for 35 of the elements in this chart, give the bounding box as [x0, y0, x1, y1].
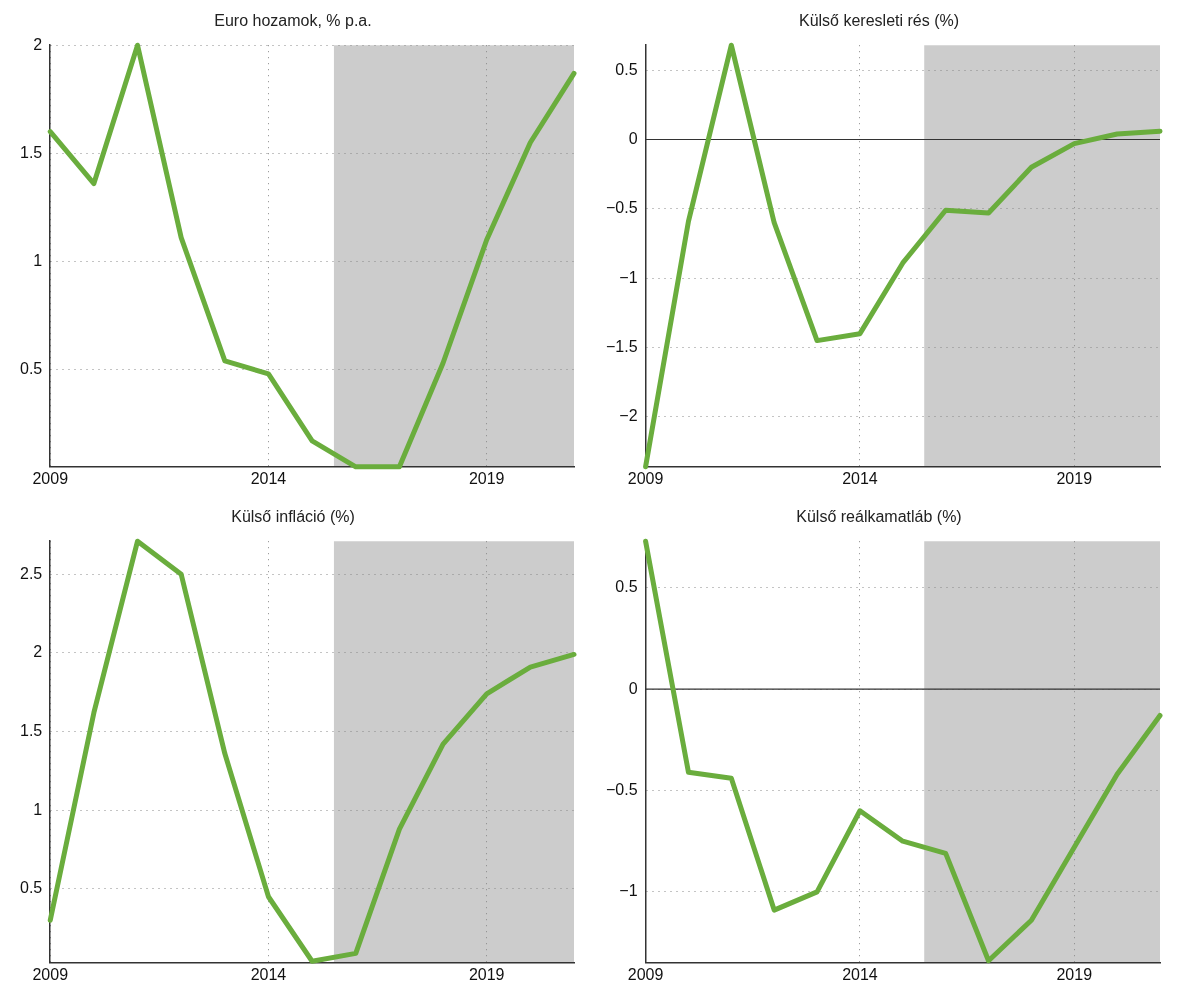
x-tick-label: 2019 — [468, 965, 505, 983]
x-tick-label: 2014 — [250, 469, 287, 487]
y-tick-label: 1 — [33, 251, 43, 269]
chart-title: Külső reálkamatláb (%) — [796, 508, 962, 526]
y-tick-label: 0.5 — [19, 359, 43, 377]
y-tick-label: −0.5 — [605, 199, 638, 217]
chart-title: Külső infláció (%) — [231, 508, 355, 526]
y-tick-label: 2 — [33, 35, 43, 53]
x-tick-label: 2014 — [250, 965, 287, 983]
y-tick-label: 2 — [33, 643, 43, 661]
y-tick-label: 1.5 — [19, 721, 43, 739]
y-tick-label: 0.5 — [615, 578, 638, 596]
y-tick-label: −1.5 — [605, 337, 638, 355]
x-tick-label: 2014 — [842, 965, 878, 983]
y-tick-label: −1 — [619, 268, 638, 286]
x-tick-label: 2009 — [627, 965, 664, 983]
y-tick-label: 0 — [628, 679, 638, 697]
x-tick-label: 2009 — [32, 469, 69, 487]
y-tick-label: 0.5 — [19, 879, 43, 897]
y-tick-label: 2.5 — [19, 564, 43, 582]
x-tick-label: 2019 — [468, 469, 505, 487]
x-tick-label: 2019 — [1056, 965, 1093, 983]
chart-title: Külső keresleti rés (%) — [798, 12, 960, 30]
y-tick-label: −1 — [619, 882, 638, 900]
y-tick-label: 0 — [628, 129, 638, 147]
y-tick-label: −2 — [619, 407, 638, 425]
x-tick-label: 2014 — [842, 469, 878, 487]
y-tick-label: 1.5 — [19, 143, 43, 161]
x-tick-label: 2009 — [32, 965, 69, 983]
x-tick-label: 2009 — [627, 469, 664, 487]
y-tick-label: 0.5 — [615, 60, 638, 78]
x-tick-label: 2019 — [1056, 469, 1093, 487]
y-tick-label: −0.5 — [605, 780, 638, 798]
y-tick-label: 1 — [33, 800, 43, 818]
chart-title: Euro hozamok, % p.a. — [214, 12, 372, 30]
